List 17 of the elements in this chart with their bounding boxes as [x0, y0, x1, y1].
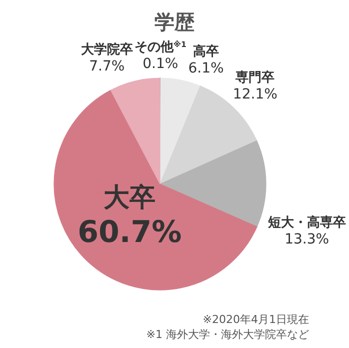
data-label: 6.1% [188, 60, 224, 76]
slice-label: 短大・高専卒 [266, 214, 346, 231]
data-label: 0.1% [142, 56, 178, 72]
slice-label: 大卒 [104, 183, 156, 214]
data-label: 12.1% [232, 86, 278, 102]
chart-title: 学歴 [154, 10, 194, 34]
data-label: 60.7% [78, 215, 182, 250]
pie-slice [110, 78, 160, 184]
text: ※1 海外大学・海外大学院卒など [146, 328, 309, 341]
slice-label: その他$^{※1}$ [134, 39, 186, 55]
slice-label: 大学院卒 [80, 42, 133, 58]
text: ※2020年4月1日現在 [202, 313, 309, 326]
pie-slice [160, 78, 201, 184]
slice-label: 専門卒 [234, 69, 275, 86]
data-label: 13.3% [284, 232, 330, 248]
data-label: 7.7% [89, 58, 125, 74]
slice-label: 高卒 [193, 43, 220, 60]
